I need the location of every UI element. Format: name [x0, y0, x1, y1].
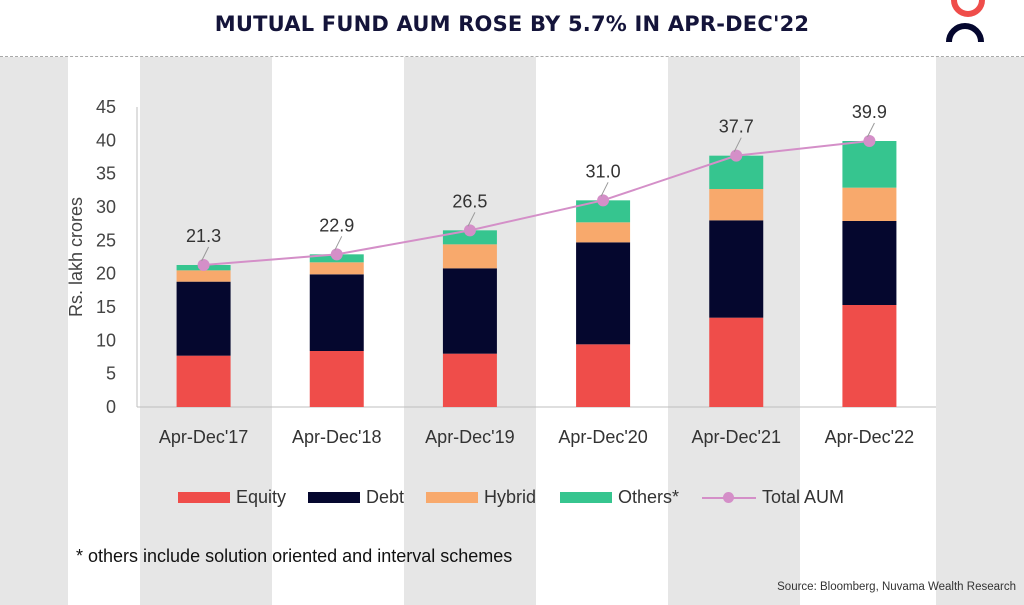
chart-legend: Equity Debt Hybrid Others* Total AUM [0, 484, 1024, 510]
bar-equity [842, 305, 897, 407]
bar-others [442, 230, 497, 245]
total-aum-point [730, 149, 743, 162]
data-label-leader [600, 182, 609, 197]
data-label-leader [201, 246, 210, 262]
x-tick-label: Apr-Dec'17 [159, 427, 248, 447]
total-aum-point [863, 135, 876, 147]
data-label-leader [866, 122, 875, 138]
data-label-leader [467, 212, 476, 227]
bar-debt [576, 242, 631, 345]
bar-debt [442, 268, 497, 354]
total-aum-data-label: 22.9 [319, 215, 354, 235]
total-aum-data-label: 21.3 [186, 226, 221, 246]
y-tick-label: 0 [106, 397, 116, 417]
y-tick-label: 15 [96, 297, 116, 317]
bar-debt [842, 221, 897, 305]
header-divider [0, 56, 1024, 57]
chart-title: MUTUAL FUND AUM ROSE BY 5.7% IN APR-DEC'… [214, 12, 810, 36]
total-aum-point [330, 248, 343, 261]
total-aum-point [197, 259, 210, 271]
legend-label-debt: Debt [366, 486, 405, 507]
legend-item-total-aum: Total AUM [702, 484, 844, 510]
total-aum-line [203, 140, 870, 266]
bar-hybrid [709, 189, 764, 221]
background-stripe [936, 57, 1024, 605]
legend-label-hybrid: Hybrid [484, 486, 537, 507]
bar-others [576, 200, 631, 223]
legend-swatch-debt [308, 491, 360, 503]
bar-equity [309, 351, 364, 407]
y-tick-label: 25 [96, 230, 116, 250]
bar-others [842, 141, 897, 188]
bar-debt [709, 220, 764, 318]
legend-label-others: Others* [618, 486, 680, 507]
background-stripe [0, 57, 68, 605]
y-tick-label: 20 [96, 264, 116, 284]
total-aum-data-label: 39.9 [852, 102, 887, 122]
total-aum-point [597, 194, 610, 207]
total-aum-data-label: 37.7 [719, 117, 754, 137]
x-tick-label: Apr-Dec'20 [558, 427, 647, 447]
bar-equity [442, 353, 497, 407]
bar-hybrid [576, 222, 631, 243]
footnote: * others include solution oriented and i… [76, 546, 513, 566]
data-label-leader [334, 236, 343, 251]
bar-equity [576, 344, 631, 407]
bar-equity [176, 355, 231, 407]
x-tick-label: Apr-Dec'21 [692, 427, 781, 447]
y-tick-label: 45 [96, 97, 116, 117]
x-tick-label: Apr-Dec'19 [425, 427, 514, 447]
data-label-leader [733, 137, 742, 152]
legend-label-equity: Equity [236, 486, 287, 507]
legend-line-total-aum [702, 491, 756, 503]
bar-hybrid [309, 262, 364, 275]
total-aum-point [463, 224, 476, 237]
bar-hybrid [842, 187, 897, 221]
y-tick-label: 5 [106, 364, 116, 384]
y-tick-label: 10 [96, 330, 116, 350]
y-tick-label: 35 [96, 164, 116, 184]
legend-swatch-hybrid [426, 491, 478, 503]
legend-item-debt: Debt [308, 484, 404, 510]
bar-equity [709, 317, 764, 407]
bar-hybrid [176, 270, 231, 282]
legend-swatch-others [560, 491, 612, 503]
bar-debt [309, 274, 364, 351]
bar-debt [176, 281, 231, 356]
legend-label-total-aum: Total AUM [762, 486, 845, 507]
legend-item-equity: Equity [178, 484, 286, 510]
y-tick-label: 30 [96, 197, 116, 217]
total-aum-data-label: 26.5 [452, 191, 487, 211]
brand-logo [946, 0, 985, 43]
total-aum-data-label: 31.0 [586, 161, 621, 181]
source-note: Source: Bloomberg, Nuvama Wealth Researc… [777, 581, 1016, 593]
bar-hybrid [442, 244, 497, 269]
legend-swatch-equity [178, 491, 230, 503]
legend-item-others: Others* [560, 484, 679, 510]
x-tick-label: Apr-Dec'18 [292, 427, 381, 447]
x-tick-label: Apr-Dec'22 [825, 427, 914, 447]
y-axis-title: Rs. lakh crores [66, 197, 86, 317]
legend-item-hybrid: Hybrid [426, 484, 536, 510]
y-tick-label: 40 [96, 130, 116, 150]
